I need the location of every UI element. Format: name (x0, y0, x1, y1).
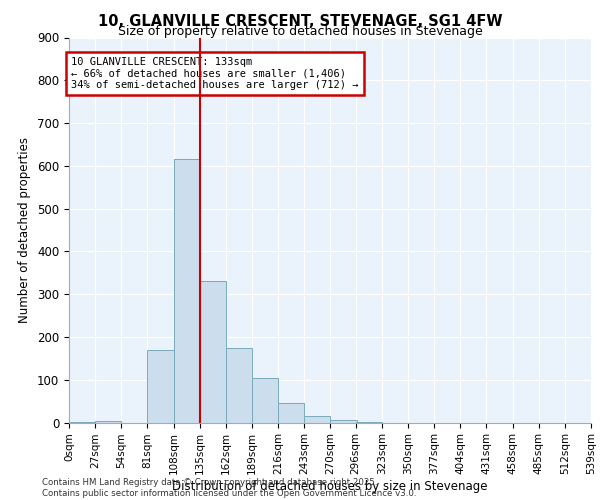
X-axis label: Distribution of detached houses by size in Stevenage: Distribution of detached houses by size … (172, 480, 488, 493)
Text: 10 GLANVILLE CRESCENT: 133sqm
← 66% of detached houses are smaller (1,406)
34% o: 10 GLANVILLE CRESCENT: 133sqm ← 66% of d… (71, 56, 358, 90)
Text: Size of property relative to detached houses in Stevenage: Size of property relative to detached ho… (118, 25, 482, 38)
Bar (200, 282, 226, 422)
Bar (331, 420, 356, 422)
Bar (252, 378, 278, 422)
Bar (304, 416, 331, 422)
Bar (278, 403, 304, 422)
Text: Contains HM Land Registry data © Crown copyright and database right 2025.
Contai: Contains HM Land Registry data © Crown c… (42, 478, 416, 498)
Bar (95, 421, 121, 422)
Text: 10, GLANVILLE CRESCENT, STEVENAGE, SG1 4FW: 10, GLANVILLE CRESCENT, STEVENAGE, SG1 4… (98, 14, 502, 29)
Bar (173, 160, 200, 422)
Y-axis label: Number of detached properties: Number of detached properties (19, 137, 31, 323)
Bar (148, 350, 173, 422)
Bar (226, 348, 252, 422)
